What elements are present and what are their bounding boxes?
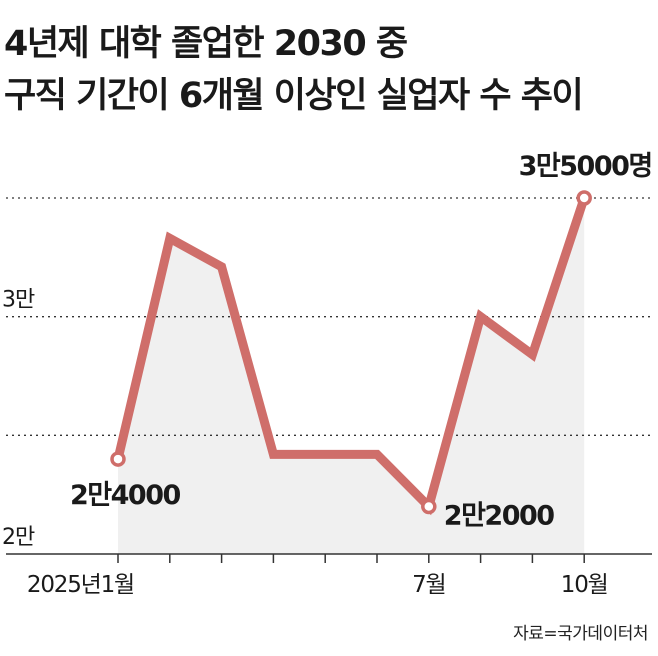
line-chart: 2만 3만 2025년1월 7월 10월 2만4000 2만2000 3만5000명 bbox=[2, 151, 653, 598]
y-tick-label: 2만 bbox=[2, 525, 35, 550]
data-label: 3만5000명 bbox=[519, 151, 652, 182]
x-tick-label: 2025년1월 bbox=[27, 572, 134, 598]
area-fill bbox=[118, 198, 585, 554]
chart-title-line2: 구직 기간이 6개월 이상인 실업자 수 추이 bbox=[4, 76, 584, 116]
x-tick-label: 10월 bbox=[561, 572, 608, 598]
y-tick-label: 3만 bbox=[2, 288, 35, 313]
data-label: 2만4000 bbox=[70, 480, 180, 511]
data-label: 2만2000 bbox=[444, 501, 554, 532]
data-point-marker bbox=[110, 451, 126, 467]
data-point-marker bbox=[421, 498, 437, 515]
source-note: 자료=국가데이터처 bbox=[513, 624, 648, 644]
data-point-marker bbox=[576, 190, 592, 206]
x-tick-label: 7월 bbox=[412, 572, 445, 598]
chart-title-line1: 4년제 대학 졸업한 2030 중 bbox=[4, 24, 408, 64]
series-line bbox=[113, 196, 589, 516]
